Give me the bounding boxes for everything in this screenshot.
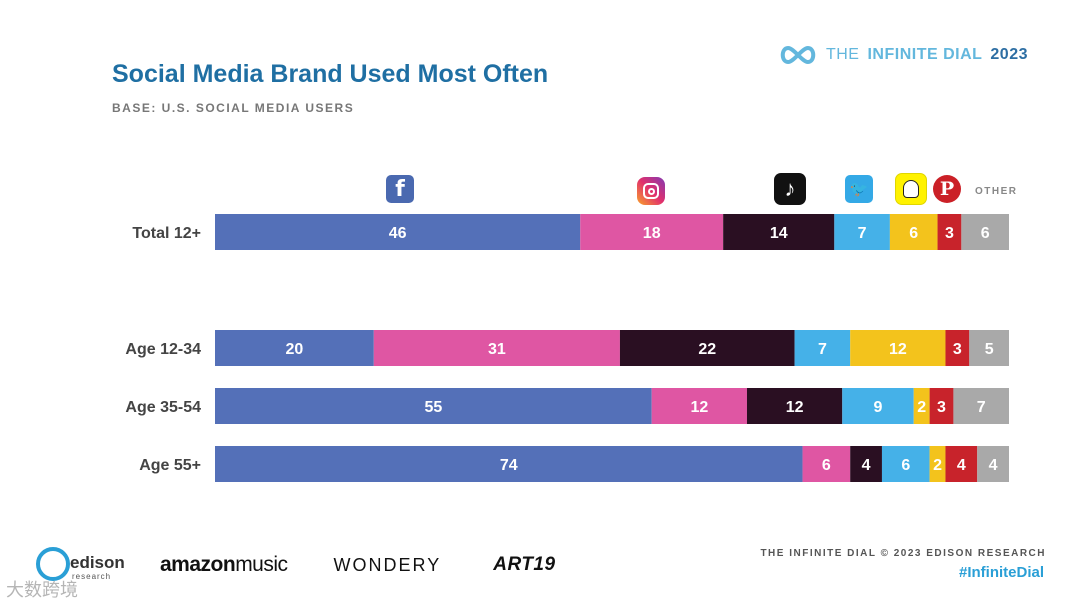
bar-segment-snapchat: [929, 446, 946, 482]
edison-sub: research: [72, 572, 112, 581]
bar-segment-pinterest: [937, 214, 962, 250]
bar-segment-pinterest: [945, 330, 970, 366]
bar-segment-instagram: [651, 388, 747, 424]
brand-year: 2023: [990, 46, 1028, 63]
page-title: Social Media Brand Used Most Often: [112, 60, 549, 88]
data-label: 31: [488, 341, 506, 358]
data-label: 3: [937, 399, 946, 416]
bar-segment-other: [953, 388, 1009, 424]
bar-segment-instagram: [373, 330, 620, 366]
bar-segment-twitter: [834, 214, 890, 250]
data-label: 22: [698, 341, 716, 358]
edison-name: edison: [70, 553, 125, 572]
data-label: 18: [643, 225, 661, 242]
data-label: 7: [858, 225, 867, 242]
data-label: 3: [945, 225, 954, 242]
amazon-word: amazon: [160, 553, 236, 576]
music-word: music: [235, 553, 288, 576]
facebook-icon: f: [386, 175, 414, 203]
bar-segment-twitter: [842, 388, 914, 424]
brand-mid: INFINITE DIAL: [867, 46, 983, 63]
bar-segment-tiktok: [746, 388, 843, 424]
bar-segment-pinterest: [945, 446, 978, 482]
data-label: 12: [889, 341, 907, 358]
facebook-glyph: f: [395, 176, 405, 202]
bar-segment-pinterest: [929, 388, 954, 424]
data-label: 2: [917, 399, 926, 416]
tiktok-icon: ♪: [774, 173, 806, 205]
data-label: 14: [770, 225, 788, 242]
data-label: 20: [286, 341, 304, 358]
data-label: 9: [874, 399, 883, 416]
data-label: 55: [424, 399, 442, 416]
bar-segment-other: [969, 330, 1009, 366]
category-label: Age 12-34: [125, 341, 201, 358]
data-label: 7: [818, 341, 827, 358]
edison-logo: edison research: [36, 545, 136, 585]
twitter-icon: 🐦: [845, 175, 873, 203]
data-label: 6: [981, 225, 990, 242]
data-label: 4: [862, 457, 871, 474]
pinterest-icon: P: [933, 175, 961, 203]
art19-logo: ART19: [493, 554, 556, 575]
footer-hashtag: #InfiniteDial: [958, 564, 1044, 581]
bar-segment-tiktok: [850, 446, 882, 482]
bar-segment-other: [977, 446, 1009, 482]
data-label: 74: [500, 457, 518, 474]
category-label: Age 55+: [139, 457, 201, 474]
bar-segment-twitter: [881, 446, 930, 482]
bar-segment-other: [961, 214, 1009, 250]
data-label: 46: [389, 225, 407, 242]
amazon-music-logo: amazonmusic: [160, 553, 288, 577]
data-label: 5: [985, 341, 994, 358]
data-label: 6: [901, 457, 910, 474]
bar-segment-facebook: [215, 214, 581, 250]
bar-segment-facebook: [215, 330, 374, 366]
twitter-glyph: 🐦: [849, 181, 869, 198]
bar-segment-snapchat: [913, 388, 930, 424]
snapchat-icon: [895, 173, 927, 205]
data-label: 12: [786, 399, 804, 416]
watermark: 大数跨境: [6, 580, 78, 600]
bar-segment-instagram: [802, 446, 851, 482]
other-label: OTHER: [975, 186, 1018, 197]
bar-segment-facebook: [215, 446, 803, 482]
infinity-icon: [780, 45, 816, 65]
tiktok-glyph: ♪: [784, 176, 796, 201]
bar-segment-twitter: [794, 330, 851, 366]
bar-segment-snapchat: [850, 330, 946, 366]
page-subtitle: BASE: U.S. SOCIAL MEDIA USERS: [112, 101, 355, 115]
sponsor-logos: edison research amazonmusic WONDERY ART1…: [36, 545, 556, 585]
wondery-logo: WONDERY: [333, 554, 442, 575]
brand-pre: THE: [825, 46, 860, 63]
bar-segment-tiktok: [619, 330, 795, 366]
footer-credit: THE INFINITE DIAL © 2023 EDISON RESEARCH: [760, 548, 1046, 559]
bar-segment-facebook: [215, 388, 652, 424]
data-label: 12: [690, 399, 708, 416]
data-label: 2: [933, 457, 942, 474]
data-label: 6: [822, 457, 831, 474]
data-label: 4: [957, 457, 966, 474]
data-label: 7: [977, 399, 986, 416]
bar-segment-tiktok: [723, 214, 835, 250]
data-label: 6: [909, 225, 918, 242]
instagram-icon: [637, 177, 665, 205]
category-label: Age 35-54: [125, 399, 201, 416]
infinite-dial-logo: THE INFINITE DIAL 2023: [778, 44, 1028, 66]
data-label: 4: [989, 457, 998, 474]
data-label: 3: [953, 341, 962, 358]
bar-segment-instagram: [580, 214, 724, 250]
category-label: Total 12+: [132, 225, 201, 242]
pinterest-glyph: P: [939, 178, 955, 200]
bar-segment-snapchat: [889, 214, 938, 250]
